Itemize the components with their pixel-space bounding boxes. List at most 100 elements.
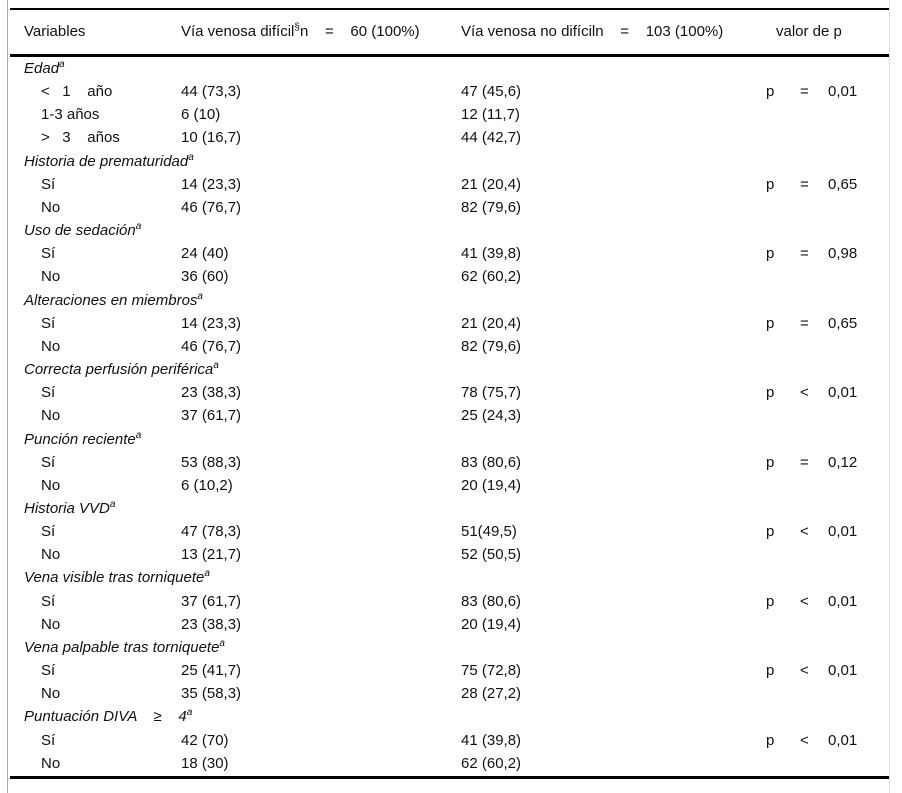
group-footnote-marker: a xyxy=(186,707,193,719)
p-letter: p xyxy=(766,175,775,193)
group-label: Edada xyxy=(24,57,65,80)
non-difficult-access-value: 28 (27,2) xyxy=(461,685,522,703)
group-header-row: Vena palpable tras torniquetea xyxy=(8,636,889,659)
row-category-label: No xyxy=(41,337,61,355)
non-difficult-access-value: 82 (79,6) xyxy=(461,337,522,355)
group-footnote-marker: a xyxy=(135,221,142,233)
difficult-access-value: 14 (23,3) xyxy=(181,175,242,193)
data-row: No 46 (76,7) 82 (79,6) xyxy=(8,335,889,358)
row-category-label: No xyxy=(41,546,61,564)
table-top-rule xyxy=(10,8,889,10)
p-comparator: = xyxy=(800,245,809,263)
group-label: Historia de prematuridada xyxy=(24,150,194,173)
data-row: < 1 año 44 (73,3) 47 (45,6) p = 0,01 xyxy=(8,80,889,103)
non-difficult-access-value: 41 (39,8) xyxy=(461,731,522,749)
p-value: 0,01 xyxy=(828,592,858,610)
difficult-access-value: 44 (73,3) xyxy=(181,83,242,101)
difficult-access-value: 18 (30) xyxy=(181,754,229,772)
group-label: Uso de sedacióna xyxy=(24,219,141,242)
group-header-row: Historia VVDa xyxy=(8,497,889,520)
row-category-label: No xyxy=(41,198,61,216)
group-label-text: Uso de sedación xyxy=(24,222,136,240)
difficult-access-value: 37 (61,7) xyxy=(181,407,242,425)
p-value: 0,01 xyxy=(828,731,858,749)
group-label: Alteraciones en miembrosa xyxy=(24,289,203,312)
group-footnote-marker: a xyxy=(109,498,116,510)
non-difficult-access-value: 51(49,5) xyxy=(461,523,517,541)
p-letter: p xyxy=(766,523,775,541)
non-difficult-access-value: 82 (79,6) xyxy=(461,198,522,216)
row-category-label: No xyxy=(41,476,61,494)
p-letter: p xyxy=(766,453,775,471)
group-label: Puntuación DIVA ≥ 4a xyxy=(24,705,192,728)
non-difficult-access-value: 78 (75,7) xyxy=(461,384,522,402)
difficult-access-value: 47 (78,3) xyxy=(181,523,242,541)
group-footnote-marker: a xyxy=(59,59,65,70)
row-category-label: < 1 año xyxy=(41,83,113,101)
non-difficult-access-value: 62 (60,2) xyxy=(461,754,522,772)
row-category-label: Sí xyxy=(41,384,56,402)
difficult-access-value: 35 (58,3) xyxy=(181,685,242,703)
non-difficult-access-value: 20 (19,4) xyxy=(461,615,522,633)
group-label-text: Correcta perfusión periférica xyxy=(24,361,214,379)
group-footnote-marker: a xyxy=(188,151,194,163)
group-footnote-marker: a xyxy=(135,429,142,441)
non-difficult-access-value: 12 (11,7) xyxy=(461,106,520,124)
row-category-label: No xyxy=(41,754,61,772)
p-letter: p xyxy=(766,731,775,749)
p-comparator: = xyxy=(800,83,809,101)
p-value: 0,01 xyxy=(828,523,858,541)
p-letter: p xyxy=(766,384,775,402)
p-value: 0,65 xyxy=(828,314,858,332)
p-comparator: < xyxy=(800,523,809,541)
header-difficult-access-n: n = 60 (100%) xyxy=(299,23,420,40)
data-row: No 13 (21,7) 52 (50,5) xyxy=(8,543,889,566)
group-label-text: Puntuación DIVA ≥ 4 xyxy=(24,708,187,726)
data-row: > 3 años 10 (16,7) 44 (42,7) xyxy=(8,126,889,149)
row-category-label: Sí xyxy=(41,523,56,541)
table-bottom-rule xyxy=(10,776,889,779)
group-footnote-marker: a xyxy=(204,568,210,580)
header-non-difficult-access: Vía venosa no difíciln = 103 (100%) xyxy=(461,10,723,54)
difficult-access-value: 25 (41,7) xyxy=(181,662,242,680)
p-letter: p xyxy=(766,592,775,610)
p-comparator: = xyxy=(800,175,809,193)
p-letter: p xyxy=(766,662,775,680)
group-header-row: Uso de sedacióna xyxy=(8,219,889,242)
group-header-row: Puntuación DIVA ≥ 4a xyxy=(8,705,889,728)
difficult-access-value: 37 (61,7) xyxy=(181,592,242,610)
p-value: 0,98 xyxy=(828,245,858,263)
row-category-label: Sí xyxy=(41,592,56,610)
group-header-row: Punción recientea xyxy=(8,428,889,451)
data-row: No 36 (60) 62 (60,2) xyxy=(8,265,889,288)
group-header-row: Alteraciones en miembrosa xyxy=(8,289,889,312)
non-difficult-access-value: 20 (19,4) xyxy=(461,476,522,494)
header-difficult-access: Vía venosa difícil§n = 60 (100%) xyxy=(181,10,420,54)
row-category-label: No xyxy=(41,268,61,286)
row-category-label: Sí xyxy=(41,453,56,471)
p-letter: p xyxy=(766,245,775,263)
statistics-table: Variables Vía venosa difícil§n = 60 (100… xyxy=(7,0,890,793)
difficult-access-value: 6 (10,2) xyxy=(181,476,233,494)
difficult-access-value: 10 (16,7) xyxy=(181,129,242,147)
group-label-text: Historia VVD xyxy=(24,499,110,517)
row-category-label: No xyxy=(41,685,61,703)
section-footnote-marker: § xyxy=(294,22,300,33)
difficult-access-value: 24 (40) xyxy=(181,245,229,263)
data-row: Sí 53 (88,3) 83 (80,6) p = 0,12 xyxy=(8,451,889,474)
data-row: Sí 42 (70) 41 (39,8) p <0,01 xyxy=(8,729,889,752)
p-comparator: = xyxy=(800,314,809,332)
group-label-text: Vena palpable tras torniquete xyxy=(24,638,220,656)
data-row: Sí 24 (40) 41 (39,8) p = 0,98 xyxy=(8,242,889,265)
group-footnote-marker: a xyxy=(213,360,219,372)
p-value: 0,01 xyxy=(828,384,858,402)
row-category-label: Sí xyxy=(41,175,56,193)
row-category-label: Sí xyxy=(41,662,56,680)
data-row: No 35 (58,3) 28 (27,2) xyxy=(8,682,889,705)
p-comparator: < xyxy=(800,592,809,610)
group-label: Vena palpable tras torniquetea xyxy=(24,636,225,659)
group-label: Punción recientea xyxy=(24,428,141,451)
p-comparator: < xyxy=(800,662,809,680)
non-difficult-access-value: 41 (39,8) xyxy=(461,245,522,263)
difficult-access-value: 23 (38,3) xyxy=(181,615,242,633)
